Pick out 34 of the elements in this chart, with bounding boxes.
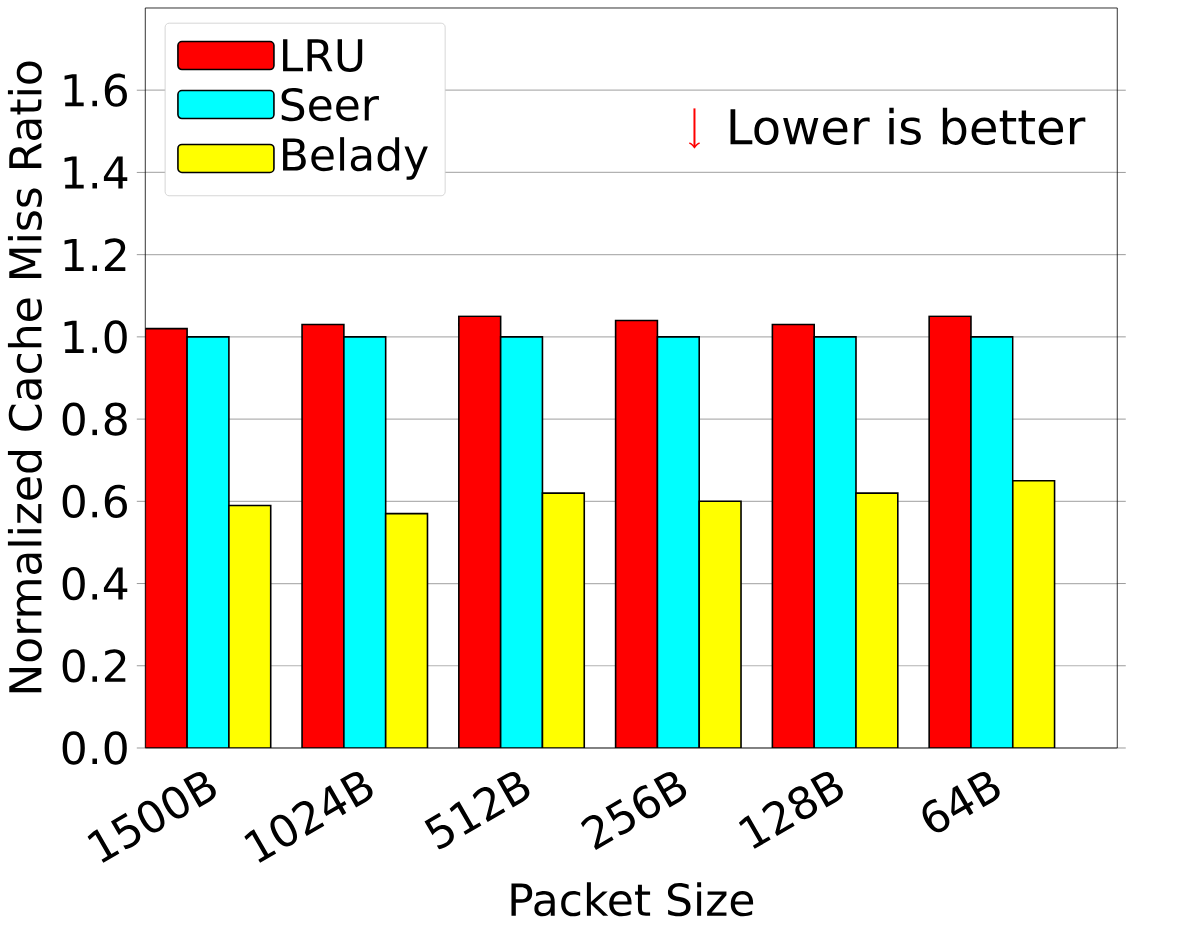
bar [343,336,386,748]
y-axis-title: Normalized Cache Miss Ratio [7,61,42,693]
y-tick-label: 0.0 [62,731,127,765]
bar [928,315,972,748]
y-tick-label: 1.0 [64,320,127,354]
bar [970,336,1014,748]
y-tick-label: 1.2 [64,238,126,271]
bar [228,505,271,748]
y-tick-label: 0.8 [62,402,127,436]
bar [814,336,856,748]
bar [187,336,229,748]
legend-label: Belady [283,137,428,180]
bar [542,493,585,748]
bar [699,501,742,748]
legend-label: LRU [283,39,363,72]
bar [1011,479,1056,748]
y-tick-label: 0.2 [62,649,126,683]
bar [458,316,501,748]
annotation: Lower is better [730,107,1086,145]
x-tick-label: 64B [922,771,1000,833]
bar [385,513,428,748]
bar [500,336,543,748]
bar [657,336,700,748]
x-axis-title: Packet Size [511,882,754,917]
bar [855,493,898,748]
y-tick-label: 1.6 [64,73,127,107]
bar [302,324,344,748]
bar [772,324,815,748]
y-tick-label: 1.4 [64,156,128,189]
bar [145,328,188,748]
y-tick-label: 0.6 [62,484,127,518]
y-tick-label: 0.4 [62,566,128,601]
bar [615,320,658,748]
legend-label: Seer [281,87,379,122]
